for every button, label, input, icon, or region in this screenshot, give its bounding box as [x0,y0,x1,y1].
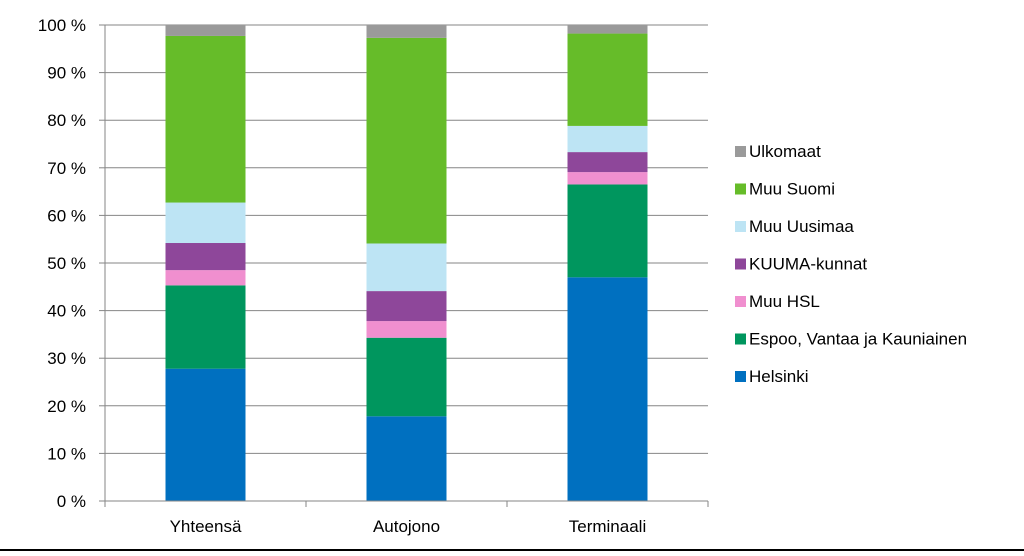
legend-swatch [735,146,746,157]
bar-segment [366,321,447,338]
legend-item: Helsinki [735,367,809,386]
legend: Ulkomaat Muu Suomi Muu Uusimaa KUUMA-kunnat… [735,142,967,386]
bar-segment [567,184,648,278]
bar-segment [567,33,648,126]
legend-label: Muu Suomi [749,180,835,199]
bars [165,25,648,501]
x-category-label: Autojono [373,517,440,536]
legend-item: Espoo, Vantaa ja Kauniainen [735,330,967,349]
bar-segment [567,172,648,185]
legend-label: Muu Uusimaa [749,217,854,236]
bar-segment [165,270,246,286]
x-category-label: Yhteensä [170,517,242,536]
legend-label: Muu HSL [749,292,820,311]
bar-segment [165,35,246,203]
y-tick-label: 30 % [47,349,86,368]
y-tick-label: 10 % [47,444,86,463]
legend-label: Ulkomaat [749,142,821,161]
legend-swatch [735,371,746,382]
bar-segment [567,125,648,153]
y-tick-label: 50 % [47,254,86,273]
bar-segment [366,416,447,501]
bar-segment [165,202,246,244]
bar-segment [366,37,447,244]
bar-segment [567,277,648,501]
y-tick-label: 40 % [47,302,86,321]
bar-segment [165,243,246,271]
legend-item: Ulkomaat [735,142,821,161]
y-axis-tick-labels: 0 % 10 % 20 % 30 % 40 % 50 % 60 % 70 % 80 % 90 % 1… [38,16,86,511]
bar-segment [165,368,246,501]
y-tick-label: 60 % [47,206,86,225]
y-tick-label: 90 % [47,64,86,83]
legend-label: Espoo, Vantaa ja Kauniainen [749,330,967,349]
legend-label: Helsinki [749,367,809,386]
bar-segment [366,337,447,417]
y-tick-label: 20 % [47,397,86,416]
legend-swatch [735,258,746,270]
legend-swatch [735,296,746,307]
y-tick-label: 100 % [38,16,86,35]
legend-item: KUUMA-kunnat [735,255,867,274]
legend-item: Muu Uusimaa [735,217,854,236]
bottom-rule [0,549,1024,551]
x-axis-category-labels: Yhteensä Autojono Terminaali [170,517,647,536]
bar-segment [567,25,648,34]
bar-segment [366,291,447,322]
bar-segment [567,152,648,173]
legend-item: Muu Suomi [735,180,835,199]
x-category-label: Terminaali [569,517,646,536]
bar-segment [366,243,447,292]
axes [99,24,709,507]
y-tick-label: 80 % [47,111,86,130]
bar-segment [366,25,447,38]
y-tick-label: 70 % [47,159,86,178]
bar-segment [165,285,246,369]
legend-swatch [735,221,746,232]
y-tick-label: 0 % [57,492,86,511]
legend-swatch [735,183,746,195]
bar-segment [165,25,246,36]
legend-item: Muu HSL [735,292,820,311]
legend-label: KUUMA-kunnat [749,255,867,274]
legend-swatch [735,333,746,345]
